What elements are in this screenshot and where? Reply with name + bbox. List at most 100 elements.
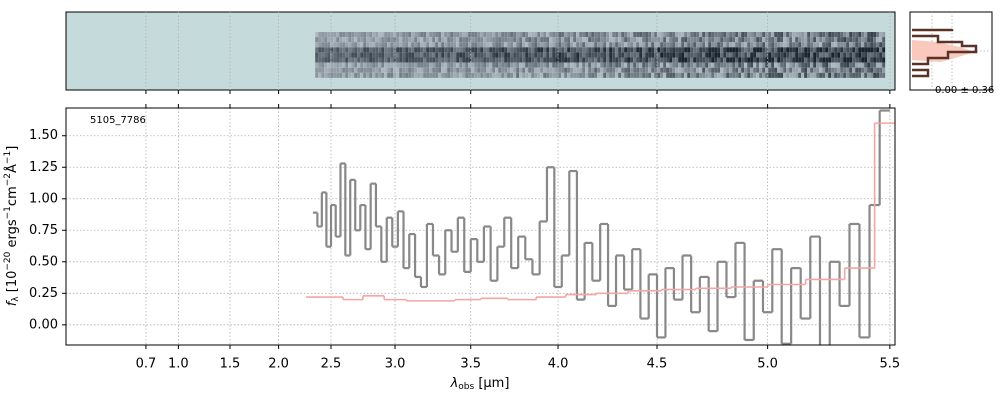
spectrum-pixel: [429, 57, 433, 63]
spectrum-pixel: [855, 67, 859, 73]
spectrum-pixel: [822, 47, 826, 53]
spectrum-pixel: [351, 42, 355, 48]
spectrum-pixel: [738, 67, 742, 73]
spectrum-pixel: [339, 37, 343, 43]
spectrum-pixel: [468, 72, 472, 78]
spectrum-pixel: [408, 57, 412, 63]
spectrum-pixel: [519, 52, 523, 58]
spectrum-pixel: [774, 47, 778, 53]
spectrum-pixel: [624, 62, 628, 68]
spectrum-pixel: [870, 57, 874, 63]
spectrum-pixel: [837, 72, 841, 78]
spectrum-pixel: [495, 32, 499, 38]
spectrum-pixel: [882, 67, 886, 73]
spectrum-pixel: [327, 57, 331, 63]
spectrum-pixel: [750, 52, 754, 58]
spectrum-pixel: [396, 32, 400, 38]
spectrum-pixel: [636, 52, 640, 58]
spectrum-pixel: [798, 32, 802, 38]
spectrum-pixel: [846, 57, 850, 63]
spectrum-pixel: [345, 42, 349, 48]
x-label-symbol: λ: [450, 376, 459, 391]
spectrum-pixel: [807, 47, 811, 53]
spectrum-pixel: [834, 52, 838, 58]
spectrum-pixel: [723, 32, 727, 38]
spectrum-pixel: [711, 42, 715, 48]
spectrum-pixel: [792, 32, 796, 38]
spectrum-pixel: [537, 42, 541, 48]
y-label-unit: Å: [4, 164, 20, 173]
spectrum-pixel: [390, 47, 394, 53]
spectrum-pixel: [663, 72, 667, 78]
spectrum-pixel: [648, 47, 652, 53]
spectrum-pixel: [558, 67, 562, 73]
spectrum-pixel: [318, 62, 322, 68]
spectrum-pixel: [315, 72, 319, 78]
spectrum-pixel: [423, 32, 427, 38]
spectrum-pixel: [747, 47, 751, 53]
spectrum-pixel: [747, 42, 751, 48]
spectrum-pixel: [450, 42, 454, 48]
spectrum-pixel: [525, 37, 529, 43]
spectrum-pixel: [633, 52, 637, 58]
spectrum-pixel: [675, 32, 679, 38]
spectrum-pixel: [411, 57, 415, 63]
spectrum-pixel: [567, 37, 571, 43]
spectrum-pixel: [840, 57, 844, 63]
spectrum-pixel: [855, 42, 859, 48]
spectrum-pixel: [483, 72, 487, 78]
spectrum-pixel: [828, 62, 832, 68]
spectrum-pixel: [702, 37, 706, 43]
spectrum-pixel: [450, 32, 454, 38]
spectrum-pixel: [783, 52, 787, 58]
spectrum-pixel: [801, 37, 805, 43]
spectrum-pixel: [378, 72, 382, 78]
spectrum-pixel: [594, 62, 598, 68]
spectrum-pixel: [639, 57, 643, 63]
spectrum-pixel: [420, 42, 424, 48]
spectrum-pixel: [618, 47, 622, 53]
spectrum-pixel: [717, 67, 721, 73]
spectrum-pixel: [663, 47, 667, 53]
spectrum-pixel: [573, 47, 577, 53]
spectrum-pixel: [726, 37, 730, 43]
spectrum-pixel: [717, 32, 721, 38]
spectrum-pixel: [432, 32, 436, 38]
spectrum-pixel: [351, 32, 355, 38]
spectrum-pixel: [870, 52, 874, 58]
spectrum-pixel: [324, 72, 328, 78]
x-axis-label: λobs [μm]: [450, 376, 510, 392]
spectrum-pixel: [468, 32, 472, 38]
spectrum-pixel: [342, 42, 346, 48]
spectrum-pixel: [804, 42, 808, 48]
spectrum-pixel: [489, 67, 493, 73]
spectrum-pixel: [405, 52, 409, 58]
spectrum-pixel: [492, 57, 496, 63]
spectrum-pixel: [789, 52, 793, 58]
spectrum-pixel: [483, 47, 487, 53]
spectrum-pixel: [678, 37, 682, 43]
spectrum-pixel: [681, 47, 685, 53]
spectrum-pixel: [444, 67, 448, 73]
spectrum-pixel: [420, 62, 424, 68]
spectrum-pixel: [579, 42, 583, 48]
spectrum-pixel: [414, 47, 418, 53]
spectrum-pixel: [540, 37, 544, 43]
spectrum-pixel: [603, 72, 607, 78]
spectrum-pixel: [627, 72, 631, 78]
spectrum-pixel: [840, 52, 844, 58]
spectrum-pixel: [711, 62, 715, 68]
spectrum-pixel: [483, 62, 487, 68]
spectrum-pixel: [402, 42, 406, 48]
spectrum-pixel: [882, 72, 886, 78]
spectrum-pixel: [558, 42, 562, 48]
spectrum-pixel: [777, 47, 781, 53]
spectrum-pixel: [513, 72, 517, 78]
spectrum-pixel: [780, 72, 784, 78]
spectrum-pixel: [468, 52, 472, 58]
spectrum-pixel: [375, 62, 379, 68]
spectrum-pixel: [351, 67, 355, 73]
spectrum-pixel: [672, 37, 676, 43]
spectrum-pixel: [654, 42, 658, 48]
spectrum-pixel: [387, 57, 391, 63]
